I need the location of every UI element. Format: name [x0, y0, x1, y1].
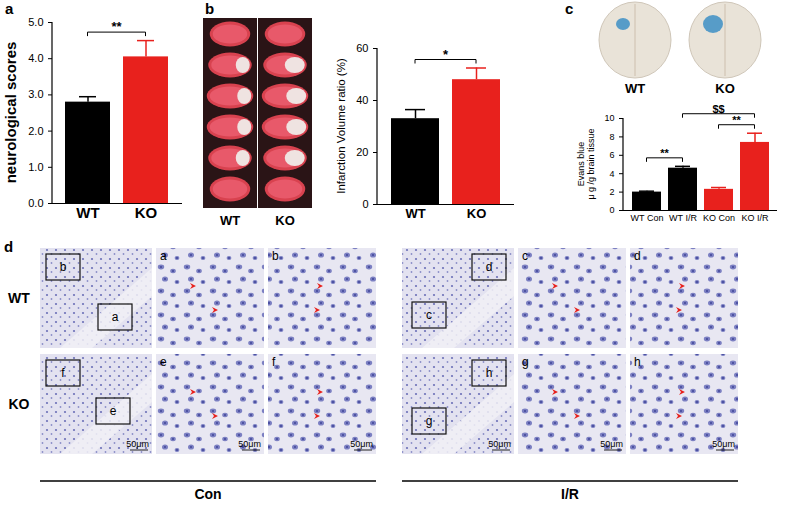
svg-text:KO: KO [275, 213, 295, 228]
svg-text:d: d [634, 249, 641, 263]
svg-text:f: f [61, 366, 65, 380]
svg-text:3.0: 3.0 [28, 88, 43, 100]
svg-text:a: a [160, 249, 167, 263]
svg-text:4.0: 4.0 [28, 52, 43, 64]
svg-text:50μm: 50μm [488, 439, 511, 449]
svg-text:c: c [426, 308, 432, 322]
svg-text:g: g [522, 355, 529, 369]
svg-text:1.0: 1.0 [28, 161, 43, 173]
svg-text:50μm: 50μm [350, 439, 373, 449]
svg-text:WT Con: WT Con [631, 213, 664, 223]
svg-text:WT: WT [8, 290, 30, 306]
svg-text:c: c [522, 249, 528, 263]
svg-text:I/R: I/R [561, 486, 579, 502]
svg-text:Evans blueμ g /g brain tissue: Evans blueμ g /g brain tissue [576, 128, 596, 199]
svg-text:0: 0 [362, 198, 368, 210]
svg-text:WT: WT [405, 206, 425, 221]
svg-text:b: b [205, 0, 214, 17]
svg-text:KO: KO [9, 396, 30, 412]
svg-text:*: * [443, 47, 449, 62]
svg-text:KO: KO [467, 206, 487, 221]
svg-text:KO: KO [135, 204, 158, 221]
svg-text:e: e [110, 404, 117, 418]
svg-text:g: g [426, 414, 433, 428]
svg-text:Infarction Volume ratio (%): Infarction Volume ratio (%) [335, 58, 347, 194]
svg-text:6: 6 [609, 150, 614, 160]
svg-text:c: c [565, 0, 573, 17]
svg-text:f: f [272, 355, 276, 369]
svg-text:d: d [486, 260, 493, 274]
svg-text:KO: KO [715, 81, 735, 96]
svg-text:0: 0 [609, 205, 614, 215]
svg-text:5.0: 5.0 [28, 16, 43, 28]
svg-text:60: 60 [356, 42, 368, 54]
svg-text:WT: WT [76, 204, 99, 221]
svg-text:10: 10 [604, 113, 614, 123]
svg-text:**: ** [111, 19, 122, 34]
svg-text:40: 40 [356, 94, 368, 106]
svg-text:2: 2 [609, 187, 614, 197]
svg-text:WT: WT [220, 213, 240, 228]
svg-text:h: h [486, 366, 493, 380]
svg-text:20: 20 [356, 146, 368, 158]
svg-text:50μm: 50μm [238, 439, 261, 449]
svg-text:WT I/R: WT I/R [669, 213, 697, 223]
svg-text:a: a [5, 0, 14, 17]
svg-text:2.0: 2.0 [28, 125, 43, 137]
svg-text:neurological scores: neurological scores [2, 42, 19, 184]
svg-text:0.0: 0.0 [28, 197, 43, 209]
svg-text:50μm: 50μm [126, 439, 149, 449]
svg-text:8: 8 [609, 132, 614, 142]
svg-text:b: b [272, 249, 279, 263]
svg-text:$$: $$ [712, 103, 724, 115]
svg-text:KO I/R: KO I/R [741, 213, 769, 223]
svg-text:a: a [112, 310, 119, 324]
svg-text:4: 4 [609, 169, 614, 179]
svg-text:b: b [60, 260, 67, 274]
svg-text:50μm: 50μm [600, 439, 623, 449]
svg-text:**: ** [732, 114, 741, 126]
svg-text:Con: Con [194, 486, 221, 502]
svg-text:50μm: 50μm [712, 439, 735, 449]
svg-text:KO Con: KO Con [703, 213, 735, 223]
svg-text:e: e [160, 355, 167, 369]
svg-text:d: d [4, 238, 13, 255]
svg-text:h: h [634, 355, 641, 369]
svg-text:**: ** [660, 147, 669, 159]
svg-text:WT: WT [625, 81, 645, 96]
